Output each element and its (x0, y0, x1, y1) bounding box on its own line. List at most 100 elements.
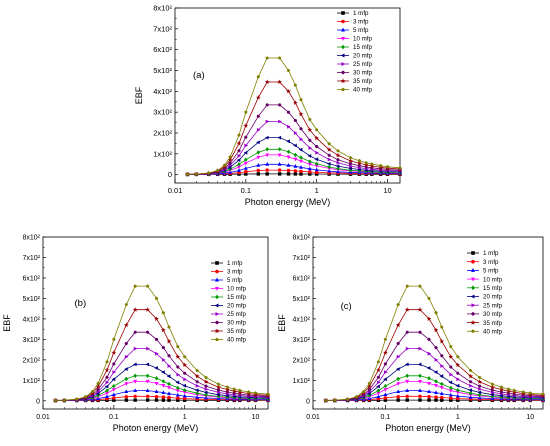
data-point (133, 373, 137, 378)
data-point (396, 302, 400, 306)
data-point (314, 157, 319, 162)
data-point (468, 380, 473, 384)
legend-marker (214, 328, 220, 334)
data-point (265, 172, 269, 176)
data-point (418, 388, 422, 392)
data-point (255, 95, 261, 100)
data-point (384, 370, 388, 374)
data-point (418, 284, 422, 288)
y-tick-label: 5x10² (22, 296, 40, 303)
data-point (440, 325, 444, 329)
data-point (256, 168, 261, 173)
series-30-mfp (185, 103, 402, 176)
data-point (256, 128, 261, 132)
data-point (216, 382, 221, 386)
data-point (455, 362, 461, 367)
data-point (154, 316, 159, 322)
x-tick-label: 0.1 (241, 186, 251, 195)
data-point (104, 384, 109, 389)
data-point (204, 375, 208, 379)
data-point (161, 395, 166, 399)
legend-marker (214, 303, 219, 308)
x-tick-label: 10 (252, 414, 260, 421)
data-point (145, 373, 150, 378)
data-point (277, 135, 282, 140)
data-point (133, 398, 137, 402)
data-point (385, 164, 390, 169)
data-point (293, 131, 298, 135)
data-point (456, 355, 460, 359)
data-point (396, 342, 400, 345)
data-point (354, 394, 359, 399)
data-point (427, 382, 431, 386)
data-point (95, 391, 100, 396)
data-point (356, 160, 362, 166)
data-point (182, 383, 187, 388)
data-point (286, 168, 291, 173)
data-point (363, 162, 369, 167)
data-point (434, 311, 438, 315)
legend-label: 15 mfp (227, 294, 246, 301)
data-point (287, 124, 291, 129)
data-point (90, 389, 95, 393)
legend-label: 10 mfp (483, 276, 502, 283)
legend-marker (471, 251, 475, 255)
data-point (293, 169, 298, 173)
y-tick-label: 4x10² (153, 87, 172, 96)
data-point (404, 362, 409, 367)
data-point (314, 170, 319, 175)
data-point (176, 372, 181, 377)
data-point (308, 117, 312, 121)
data-point (367, 388, 372, 392)
data-point (511, 389, 517, 395)
legend-label: 5 mfp (483, 268, 499, 275)
data-point (307, 154, 312, 158)
data-point (378, 163, 383, 168)
y-tick-label: 0 (36, 398, 40, 405)
data-point (427, 395, 431, 399)
data-point (124, 302, 128, 306)
data-point (266, 392, 270, 396)
data-point (182, 388, 187, 393)
data-point (133, 394, 137, 399)
data-point (418, 373, 422, 378)
data-point (175, 354, 181, 359)
data-point (161, 390, 166, 394)
legend-marker (215, 269, 219, 274)
data-point (468, 391, 473, 396)
series-35-mfp (323, 307, 546, 403)
data-point (468, 395, 473, 399)
data-point (308, 138, 312, 142)
data-point (133, 379, 138, 384)
data-point (383, 392, 388, 397)
data-point (112, 362, 116, 366)
series-35-mfp (185, 79, 403, 177)
legend-label: 1 mfp (483, 250, 499, 257)
y-tick-label: 7x10² (153, 24, 172, 33)
data-point (405, 330, 409, 334)
y-tick-label: 8x10² (153, 4, 172, 13)
y-tick-label: 6x10² (22, 275, 40, 282)
data-point (376, 367, 381, 373)
series-40-mfp (53, 284, 270, 402)
legend-marker (341, 44, 345, 50)
data-point (477, 379, 482, 384)
data-point (427, 337, 431, 341)
data-point (203, 379, 209, 384)
y-axis-label: EBF (2, 314, 12, 332)
data-point (265, 56, 269, 60)
data-point (382, 350, 388, 355)
data-point (327, 153, 331, 157)
data-point (433, 370, 438, 374)
data-point (182, 362, 188, 367)
data-point (236, 140, 242, 146)
legend-marker (341, 62, 346, 66)
x-axis-label: Photon energy (MeV) (385, 423, 471, 433)
y-tick-label: 8x10² (292, 235, 310, 242)
data-point (448, 354, 454, 359)
data-point (449, 344, 453, 348)
legend-label: 40 mfp (227, 337, 246, 344)
legend-label: 30 mfp (483, 311, 502, 318)
data-point (166, 374, 171, 379)
data-point (124, 376, 129, 382)
